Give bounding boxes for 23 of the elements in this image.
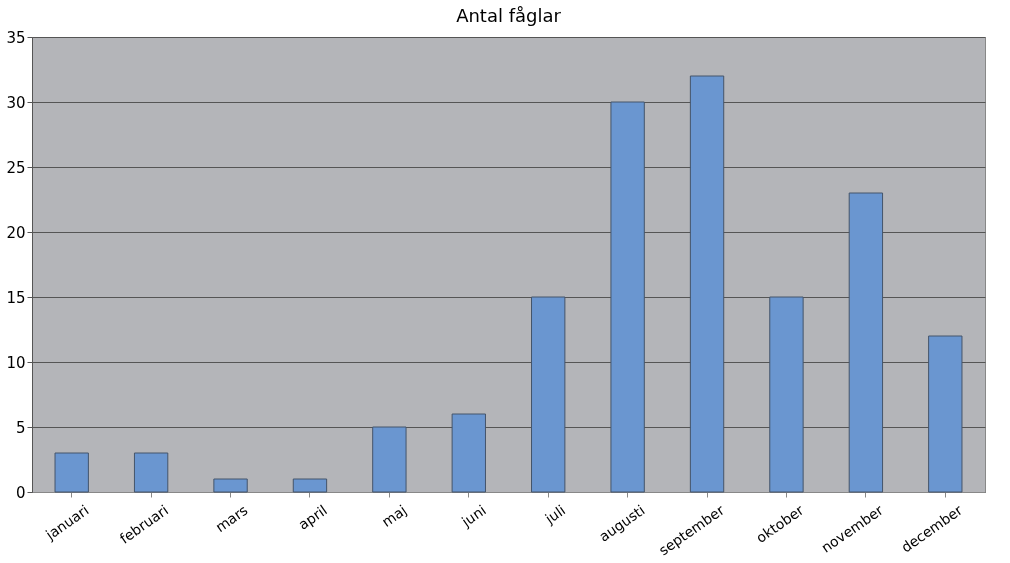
- y-tick-label: 10: [6, 353, 26, 372]
- bar: [213, 478, 248, 493]
- bar: [769, 296, 804, 493]
- bar: [848, 192, 884, 493]
- x-tick-label: maj: [378, 501, 410, 530]
- bar: [531, 296, 566, 493]
- chart-title: Antal fåglar: [456, 5, 562, 26]
- bar: [610, 101, 645, 493]
- y-tick-label: 25: [6, 158, 26, 177]
- bar: [928, 335, 963, 493]
- y-tick-label: 20: [6, 223, 26, 242]
- bar: [372, 426, 407, 493]
- y-tick-label: 15: [6, 288, 26, 307]
- bar: [451, 413, 486, 493]
- x-tick-label: juli: [541, 501, 569, 528]
- y-tick-label: 0: [15, 483, 26, 502]
- bar: [133, 452, 169, 493]
- bar: [54, 452, 89, 493]
- y-tick-label: 5: [15, 418, 26, 437]
- y-tick-label: 35: [6, 28, 26, 47]
- bar: [689, 75, 725, 493]
- y-tick-label: 30: [6, 93, 26, 112]
- bar: [292, 478, 328, 493]
